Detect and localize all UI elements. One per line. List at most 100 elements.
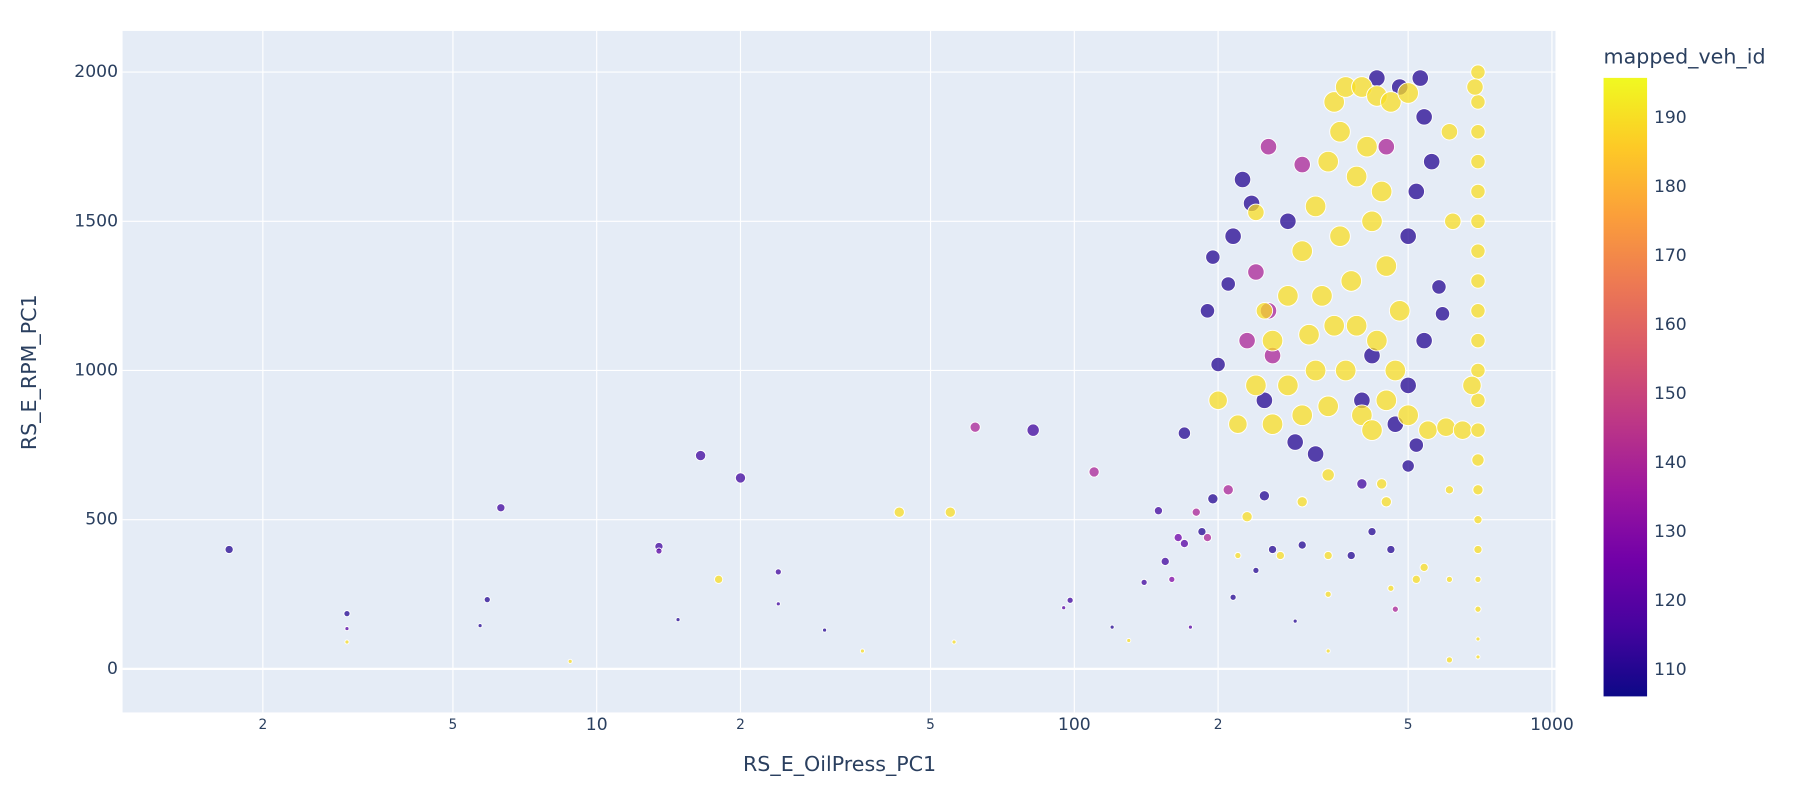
scatter-point — [1473, 544, 1483, 555]
y-axis-title: RS_E_RPM_PC1 — [17, 294, 42, 450]
scatter-point — [1297, 540, 1307, 550]
scatter-point — [1279, 212, 1297, 230]
scatter-point — [1323, 550, 1333, 561]
scatter-point — [1399, 376, 1417, 395]
colorbar-tick-label: 170 — [1654, 246, 1687, 266]
scatter-point — [1199, 303, 1216, 319]
scatter-point — [1415, 108, 1433, 126]
scatter-point — [1380, 496, 1392, 508]
scatter-point — [1411, 574, 1421, 584]
scatter-point — [655, 547, 663, 555]
scatter-point — [1470, 124, 1486, 140]
scatter-point — [1470, 243, 1486, 259]
scatter-point — [1323, 314, 1345, 337]
scatter-point — [1066, 596, 1074, 604]
scatter-point — [1470, 153, 1486, 170]
x-tick-label: 5 — [926, 717, 935, 733]
scatter-point — [1470, 392, 1486, 408]
scatter-point — [1324, 590, 1332, 598]
scatter-point — [1329, 225, 1351, 247]
scatter-point — [675, 617, 681, 623]
scatter-point — [1197, 527, 1207, 537]
scatter-point — [1177, 426, 1192, 440]
scatter-point — [1286, 433, 1304, 451]
scatter-point — [1210, 356, 1226, 373]
scatter-point — [1306, 445, 1325, 463]
scatter-point — [1351, 404, 1373, 427]
scatter-point — [1391, 605, 1399, 613]
colorbar-tick-label: 160 — [1654, 315, 1687, 335]
scatter-point — [1422, 152, 1441, 171]
scatter-point — [1345, 314, 1368, 337]
scatter-point — [496, 503, 506, 513]
scatter-point — [1376, 478, 1388, 490]
labels: 2 5 10 2 5 100 2 5 1000 0 500 1000 1500 2000 110 120 130… — [74, 62, 1686, 735]
scatter-point — [1205, 249, 1221, 265]
scatter-point — [1224, 227, 1242, 245]
scatter-point — [1258, 490, 1271, 502]
scatter-point — [1356, 135, 1378, 158]
scatter-point — [1431, 279, 1447, 295]
scatter-point — [1407, 182, 1426, 201]
x-tick-label: 2 — [258, 717, 267, 733]
scatter-point — [1234, 551, 1242, 560]
colorbar-tick-label: 130 — [1654, 522, 1687, 542]
scatter-point — [1304, 195, 1327, 218]
scatter-point — [1179, 538, 1189, 549]
scatter-point — [775, 601, 781, 607]
scatter-point — [1377, 137, 1396, 156]
scatter-point — [1370, 180, 1393, 203]
scatter-point — [1470, 273, 1486, 289]
scatter-point — [1462, 375, 1482, 396]
scatter-point — [1388, 300, 1411, 322]
scatter-point — [1109, 624, 1115, 630]
x-tick-label: 2 — [1214, 717, 1223, 733]
scatter-point — [1399, 227, 1417, 245]
scatter-point — [1361, 210, 1383, 233]
scatter-point — [1471, 453, 1485, 467]
colorbar — [1603, 77, 1648, 697]
scatter-point — [1436, 417, 1456, 437]
scatter-point — [1470, 213, 1486, 229]
scatter-point — [1444, 212, 1462, 230]
scatter-point — [1323, 91, 1345, 113]
scatter-point — [1168, 575, 1176, 583]
x-tick-label: 10 — [586, 715, 608, 735]
scatter-point — [1304, 359, 1327, 382]
scatter-point — [1267, 544, 1278, 555]
y-tick-label: 500 — [85, 510, 118, 530]
scatter-point — [1321, 468, 1335, 482]
scatter-point — [734, 472, 747, 484]
scatter-point — [1202, 532, 1213, 543]
scatter-point — [1160, 556, 1170, 567]
scatter-point — [893, 506, 905, 518]
y-tick-label: 2000 — [74, 62, 118, 82]
scatter-point — [343, 610, 351, 618]
scatter-point — [344, 626, 350, 632]
scatter-point — [483, 596, 491, 604]
scatter-point — [1026, 423, 1040, 437]
scatter-point — [344, 639, 350, 645]
scatter-point — [1470, 362, 1486, 379]
scatter-point — [1384, 359, 1407, 382]
scatter-point — [1472, 484, 1484, 496]
scatter-point — [1361, 419, 1383, 441]
scatter-point — [1356, 478, 1368, 490]
scatter-point — [1470, 303, 1486, 319]
scatter-point — [1293, 155, 1311, 174]
x-tick-label: 1000 — [1530, 715, 1574, 735]
scatter-point — [1434, 306, 1451, 322]
scatter-point — [1088, 466, 1100, 478]
scatter-point — [1173, 532, 1183, 543]
scatter-point — [1275, 550, 1285, 561]
scatter-point — [1375, 255, 1398, 277]
scatter-point — [1474, 575, 1482, 583]
scatter-point — [1261, 413, 1284, 435]
scatter-point — [1346, 550, 1356, 561]
scatter-point — [1411, 69, 1429, 87]
scatter-point — [1418, 420, 1438, 440]
scatter-point — [1311, 285, 1333, 307]
scatter-point — [1367, 527, 1377, 537]
scatter-point — [1222, 484, 1234, 496]
